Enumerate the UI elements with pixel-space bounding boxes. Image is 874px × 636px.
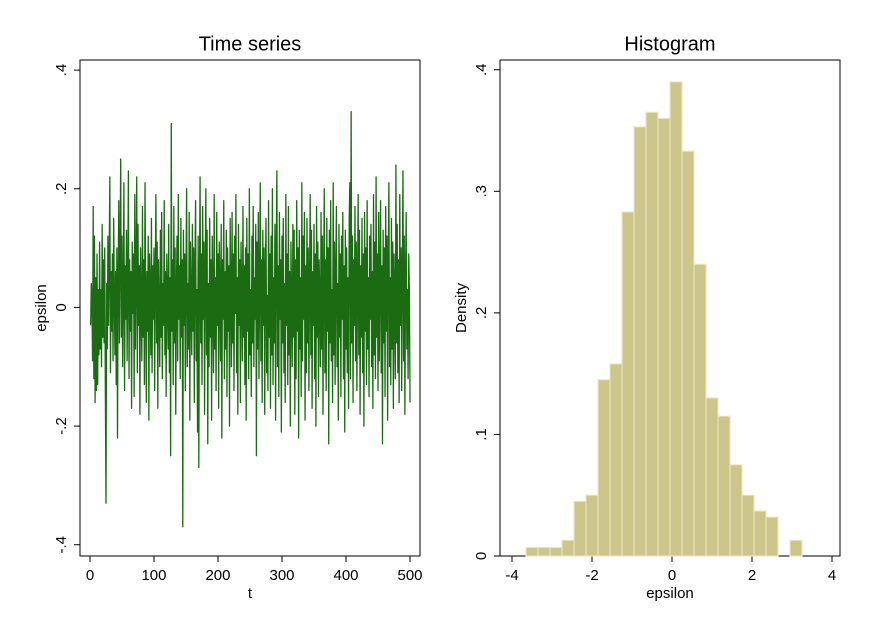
x-tick-label: -2	[585, 567, 598, 584]
histogram-bar	[681, 150, 695, 557]
histogram-bar	[717, 415, 731, 557]
x-axis-label: t	[248, 585, 253, 602]
histogram-bar	[525, 546, 539, 557]
histogram-bar	[597, 379, 611, 557]
y-tick-label: .2	[473, 307, 490, 320]
x-tick-label: 0	[668, 567, 676, 584]
x-tick-label: 0	[86, 567, 94, 584]
histogram-bar	[765, 516, 779, 557]
histogram-bar	[645, 111, 659, 557]
x-tick-label: -4	[505, 567, 518, 584]
histogram-bar	[633, 126, 647, 557]
y-axis-label: Density	[453, 282, 470, 333]
y-tick-label: .1	[473, 428, 490, 441]
x-tick-label: 300	[269, 567, 294, 584]
histogram-bar	[585, 494, 599, 557]
histogram-bar	[753, 510, 767, 557]
y-tick-label: .4	[473, 63, 490, 76]
y-axis-label: epsilon	[33, 284, 50, 332]
y-tick-label: 0	[53, 303, 70, 311]
y-tick-label: -.4	[53, 536, 70, 554]
x-tick-label: 4	[828, 567, 836, 584]
histogram-bar	[693, 263, 707, 557]
y-tick-label: 0	[473, 552, 490, 560]
x-tick-label: 100	[141, 567, 166, 584]
histogram-bar	[705, 397, 719, 557]
histogram-bar	[537, 546, 551, 557]
histogram-bar	[561, 539, 575, 557]
x-tick-label: 200	[205, 567, 230, 584]
x-tick-label: 400	[333, 567, 358, 584]
x-tick-label: 500	[397, 567, 422, 584]
histogram-bar	[657, 117, 671, 557]
histogram-bar	[741, 494, 755, 557]
y-tick-label: .2	[53, 182, 70, 195]
y-tick-label: -.2	[53, 417, 70, 435]
histogram-bar	[609, 363, 623, 557]
chart-title: Time series	[199, 33, 302, 55]
histogram-bar	[621, 211, 635, 557]
histogram-bar	[789, 539, 803, 557]
chart-title: Histogram	[624, 33, 715, 55]
histogram-bar	[549, 546, 563, 557]
y-tick-label: .3	[473, 185, 490, 198]
histogram-bar	[669, 81, 683, 557]
y-tick-label: .4	[53, 64, 70, 77]
x-tick-label: 2	[748, 567, 756, 584]
series-line	[89, 110, 411, 528]
x-axis-label: epsilon	[646, 585, 694, 602]
histogram-bar	[729, 464, 743, 557]
histogram-bar	[573, 500, 587, 557]
